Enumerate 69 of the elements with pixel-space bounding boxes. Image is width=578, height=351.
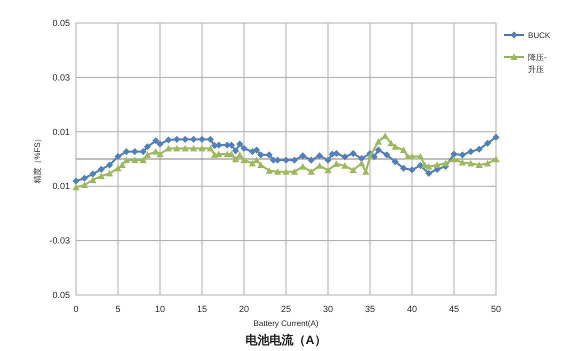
point — [425, 170, 432, 177]
x-axis-title: Battery Current(A) — [254, 319, 319, 328]
y-tick-label: 0.05 — [52, 18, 70, 28]
point — [89, 170, 96, 178]
point — [266, 151, 273, 158]
x-tick-label: 35 — [364, 304, 376, 314]
point — [467, 148, 474, 156]
x-tick-label: 0 — [73, 304, 79, 314]
point — [232, 147, 240, 154]
point — [324, 156, 332, 164]
x-tick-label: 45 — [448, 304, 460, 314]
point — [198, 136, 206, 143]
point — [341, 153, 348, 160]
y-axis-title: 精度（%FS） — [33, 134, 42, 184]
point — [98, 166, 105, 173]
y-tick-label: 0.03 — [52, 72, 70, 82]
x-tick-label: 10 — [154, 304, 166, 314]
y-tick-label: 0.05 — [52, 290, 70, 300]
x-tick-label: 20 — [238, 304, 250, 314]
point — [450, 150, 458, 158]
x-tick-label: 50 — [490, 304, 502, 314]
point — [106, 161, 114, 168]
point — [131, 148, 138, 156]
point — [383, 151, 390, 158]
point — [144, 143, 151, 150]
point — [476, 146, 483, 153]
y-tick-label: -0.03 — [49, 236, 70, 246]
point — [374, 146, 382, 154]
point — [316, 152, 324, 160]
point — [458, 151, 466, 158]
text: 电池电流（A） — [246, 333, 326, 347]
point — [392, 158, 399, 166]
point — [400, 164, 408, 172]
point — [350, 150, 357, 158]
point — [248, 148, 256, 156]
x-tick-label: 30 — [322, 304, 334, 314]
point — [206, 136, 214, 143]
point — [308, 156, 315, 164]
x-tick-label: 5 — [115, 304, 121, 314]
point — [240, 144, 248, 152]
x-tick-label: 15 — [196, 304, 208, 314]
legend-label: BUCK — [528, 31, 551, 40]
point — [484, 140, 492, 147]
point — [80, 174, 88, 182]
point — [358, 154, 366, 162]
x-tick-label: 40 — [406, 304, 418, 314]
point — [156, 140, 164, 148]
point — [114, 153, 122, 160]
point — [140, 148, 147, 156]
point — [164, 136, 172, 144]
point — [182, 136, 189, 143]
point — [236, 140, 244, 148]
point — [190, 136, 198, 143]
point — [173, 136, 180, 143]
point — [122, 148, 130, 156]
y-tick-label: 0.01 — [52, 126, 70, 137]
point — [282, 156, 290, 164]
point — [408, 166, 416, 174]
point — [152, 137, 160, 144]
point — [257, 151, 264, 158]
x-tick-label: 25 — [280, 304, 292, 314]
point — [416, 162, 424, 170]
legend-label: 降压-升压 — [528, 53, 547, 74]
y-tick-label: 0.01 — [52, 181, 70, 192]
point — [290, 156, 298, 164]
point — [492, 134, 500, 141]
point — [299, 152, 306, 160]
point — [253, 146, 260, 154]
point — [72, 178, 80, 185]
